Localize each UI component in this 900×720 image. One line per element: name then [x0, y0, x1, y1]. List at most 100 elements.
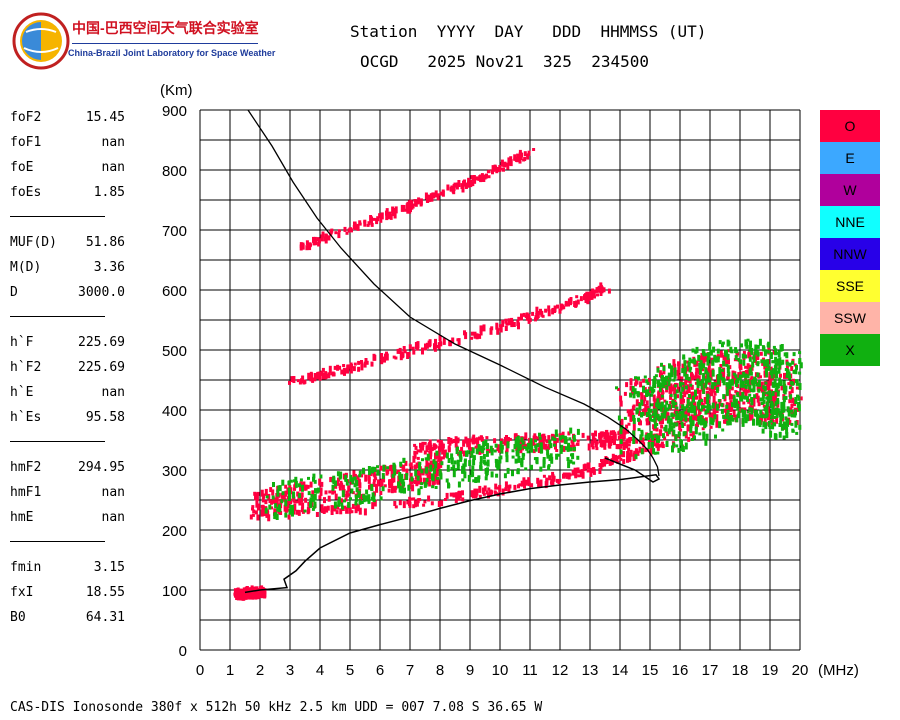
echo-point-x — [465, 450, 469, 457]
echo-point-x — [741, 391, 745, 399]
echo-point-x — [754, 378, 757, 385]
echo-point-x — [746, 396, 750, 403]
echo-point-o — [416, 343, 420, 351]
echo-point-o — [663, 436, 667, 441]
echo-point-x — [744, 373, 748, 379]
param-value: 1.85 — [93, 185, 125, 200]
echo-point-o — [502, 441, 506, 445]
echo-point-x — [783, 352, 787, 357]
echo-point-o — [666, 431, 670, 437]
echo-point-x — [785, 432, 789, 439]
echo-point-o — [394, 356, 398, 360]
echo-point-x — [702, 433, 706, 441]
echo-point-o — [767, 385, 771, 393]
echo-point-x — [702, 373, 706, 380]
echo-point-o — [634, 448, 638, 456]
echo-point-o — [413, 464, 417, 468]
echo-point-x — [418, 463, 422, 471]
echo-point-x — [795, 431, 799, 435]
param-value: nan — [101, 385, 125, 400]
echo-point-x — [731, 402, 734, 408]
echo-point-o — [443, 449, 447, 456]
echo-point-o — [672, 359, 676, 367]
echo-point-x — [482, 441, 486, 448]
echo-point-x — [558, 435, 562, 441]
echo-point-o — [424, 343, 427, 351]
echo-point-o — [412, 497, 416, 501]
echo-point-x — [689, 383, 693, 387]
echo-point-o — [408, 501, 412, 508]
echo-point-o — [594, 430, 597, 437]
echo-point-x — [505, 455, 509, 463]
echo-point-o — [626, 451, 630, 457]
echo-point-x — [633, 388, 637, 395]
echo-point-x — [750, 397, 754, 402]
echo-point-o — [385, 351, 388, 355]
echo-point-o — [641, 437, 645, 443]
echo-point-x — [663, 426, 667, 431]
echo-point-o — [490, 326, 494, 331]
echo-point-o — [428, 472, 432, 480]
echo-point-x — [667, 428, 671, 435]
echo-point-o — [387, 212, 391, 218]
echo-point-o — [474, 445, 478, 449]
echo-point-o — [314, 239, 318, 246]
echo-point-o — [331, 489, 335, 495]
echo-point-o — [790, 387, 794, 394]
echo-point-x — [331, 484, 335, 491]
echo-point-o — [634, 382, 638, 387]
echo-point-o — [325, 506, 329, 513]
echo-point-x — [663, 404, 667, 411]
echo-point-x — [775, 362, 779, 366]
echo-point-o — [398, 500, 402, 506]
echo-point-o — [475, 333, 479, 340]
echo-point-x — [776, 358, 780, 366]
echo-point-o — [553, 308, 557, 312]
echo-point-o — [452, 492, 456, 498]
echo-point-x — [725, 404, 729, 409]
param-label: h`E — [10, 385, 34, 400]
echo-point-o — [535, 306, 539, 314]
echo-point-o — [465, 182, 469, 188]
echo-point-o — [759, 351, 763, 356]
echo-point-x — [567, 461, 571, 469]
echo-point-o — [425, 459, 429, 464]
echo-point-x — [381, 486, 385, 492]
echo-point-o — [582, 464, 586, 472]
echo-point-x — [782, 396, 786, 403]
echo-point-o — [524, 432, 528, 440]
echo-point-x — [711, 362, 715, 366]
echo-point-o — [627, 447, 631, 452]
echo-point-x — [697, 401, 701, 406]
echo-point-x — [650, 386, 654, 394]
echo-point-o — [504, 487, 508, 492]
echo-point-o — [466, 438, 470, 446]
echo-point-x — [301, 484, 304, 492]
echo-point-x — [718, 367, 722, 375]
echo-point-o — [366, 223, 370, 227]
echo-point-x — [687, 394, 691, 398]
echo-point-o — [510, 317, 514, 323]
echo-point-o — [360, 360, 363, 364]
echo-point-x — [421, 458, 424, 462]
echo-point-x — [648, 417, 652, 422]
echo-point-o — [263, 588, 267, 595]
echo-point-o — [663, 399, 667, 403]
echo-point-x — [434, 461, 438, 469]
echo-point-o — [356, 504, 360, 512]
echo-point-x — [521, 440, 525, 445]
echo-point-o — [649, 448, 653, 456]
echo-point-x — [467, 474, 471, 482]
echo-point-o — [555, 437, 559, 443]
echo-point-o — [619, 395, 623, 402]
echo-point-x — [653, 416, 657, 423]
echo-point-x — [758, 338, 762, 346]
echo-point-x — [691, 405, 695, 411]
echo-point-o — [695, 414, 699, 422]
param-label: foF1 — [10, 135, 42, 150]
echo-point-o — [524, 479, 528, 486]
echo-point-o — [431, 479, 435, 487]
echo-point-o — [593, 295, 596, 299]
echo-point-o — [337, 477, 340, 482]
echo-point-o — [714, 382, 718, 390]
